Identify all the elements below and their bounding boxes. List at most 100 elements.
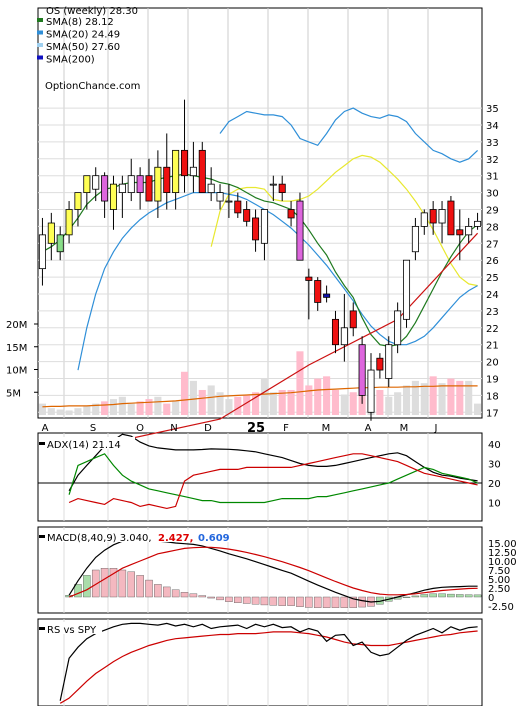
volume-bar bbox=[260, 378, 268, 415]
candle bbox=[269, 175, 277, 202]
candle bbox=[376, 353, 384, 379]
macd-histogram-bar bbox=[216, 596, 224, 601]
volume-bar bbox=[92, 403, 100, 415]
candle bbox=[429, 201, 437, 235]
rs-title-bg bbox=[40, 622, 102, 634]
macd-title-signal: 2.427, bbox=[158, 533, 193, 544]
adx-title: ADX(14) 21.14 bbox=[47, 440, 121, 451]
candle-body bbox=[38, 234, 46, 270]
price-tick-label-23: 23 bbox=[486, 307, 499, 318]
macd-histogram-bar bbox=[171, 589, 180, 598]
price-tick-label-17: 17 bbox=[486, 408, 499, 419]
macd-histogram-bar bbox=[207, 596, 215, 599]
macd-histogram-bar bbox=[402, 596, 411, 599]
macd-histogram-bar bbox=[313, 596, 322, 609]
candle-body bbox=[243, 209, 251, 222]
legend-swatch-3 bbox=[37, 55, 43, 60]
macd-histogram-bar bbox=[136, 575, 144, 598]
candle-body bbox=[269, 183, 277, 186]
adx-swatch bbox=[39, 442, 45, 445]
adx-series-1 bbox=[68, 453, 478, 504]
candle bbox=[65, 201, 73, 244]
macd-histogram-bar bbox=[145, 579, 153, 598]
macd-histogram-bar bbox=[91, 569, 100, 598]
candle-body bbox=[403, 259, 411, 320]
macd-tick-label-5: 10.00 bbox=[488, 557, 517, 568]
candle bbox=[367, 353, 375, 421]
candle bbox=[74, 192, 82, 227]
candle-body bbox=[56, 234, 64, 253]
macd-tick-label-1: 0 bbox=[488, 593, 494, 604]
candle bbox=[38, 217, 46, 286]
candle bbox=[394, 302, 402, 354]
x-tick-label-4: D bbox=[204, 423, 212, 434]
candle-body bbox=[65, 209, 73, 236]
volume-bar bbox=[198, 389, 206, 415]
volume-bar bbox=[225, 399, 233, 415]
price-tick-label-19: 19 bbox=[486, 375, 499, 386]
price-tick-label-32: 32 bbox=[486, 155, 499, 166]
candle bbox=[47, 212, 55, 261]
adx-tick-label-20: 20 bbox=[488, 479, 501, 490]
volume-bar bbox=[234, 396, 242, 415]
price-tick-label-28: 28 bbox=[486, 222, 499, 233]
candle-body bbox=[278, 183, 286, 193]
volume-bar bbox=[411, 380, 419, 415]
candle bbox=[331, 310, 339, 354]
rs-average-line bbox=[59, 630, 478, 704]
candle bbox=[92, 167, 100, 202]
volume-bar bbox=[269, 392, 277, 415]
macd-tick-label-4: 7.50 bbox=[488, 566, 510, 577]
adx-tick-label-40: 40 bbox=[488, 440, 501, 451]
macd-histogram-bar bbox=[127, 571, 135, 598]
adx-series-0 bbox=[68, 433, 478, 492]
rs-title: RS vs SPY bbox=[47, 625, 97, 636]
candle-body bbox=[252, 217, 260, 241]
candle-body bbox=[385, 344, 393, 379]
price-tick-label-29: 29 bbox=[486, 206, 499, 217]
candle-body bbox=[225, 200, 233, 203]
chart-title: OS (weekly) 28.30 bbox=[46, 6, 138, 17]
candle-body bbox=[305, 276, 313, 281]
volume-bar bbox=[65, 410, 73, 415]
volume-bar bbox=[465, 380, 473, 415]
macd-histogram-bar bbox=[349, 596, 357, 609]
volume-bar bbox=[216, 392, 224, 415]
candle-body bbox=[92, 175, 100, 190]
candle-body bbox=[207, 183, 215, 193]
candle bbox=[358, 336, 366, 404]
volume-bar bbox=[474, 403, 482, 415]
macd-title: MACD(8,40,9) 3.040, bbox=[47, 533, 152, 544]
macd-tick-label-2: 2.50 bbox=[488, 584, 510, 595]
candle-body bbox=[136, 175, 144, 193]
macd-histogram-bar bbox=[83, 575, 91, 598]
candle bbox=[83, 175, 91, 210]
macd-histogram-bar bbox=[429, 593, 437, 598]
panel-frame-1 bbox=[37, 7, 483, 419]
volume-bar bbox=[243, 394, 251, 415]
candle bbox=[403, 259, 411, 328]
candle bbox=[136, 167, 144, 210]
volume-bar bbox=[394, 392, 402, 415]
candle bbox=[163, 133, 171, 210]
volume-tick-label-15: 15M bbox=[6, 343, 27, 354]
candle-body bbox=[145, 175, 153, 202]
x-tick-label-7: M bbox=[322, 423, 331, 434]
price-tick-label-20: 20 bbox=[486, 358, 499, 369]
volume-bar bbox=[420, 383, 428, 415]
volume-bar bbox=[305, 385, 313, 415]
macd-histogram-bar bbox=[464, 594, 473, 598]
price-tick-label-18: 18 bbox=[486, 391, 499, 402]
candle-body bbox=[234, 200, 242, 214]
macd-histogram-bar bbox=[180, 592, 189, 598]
sma-line-upper bbox=[219, 107, 479, 163]
candle-body bbox=[465, 225, 473, 236]
candle bbox=[278, 175, 286, 202]
price-tick-label-31: 31 bbox=[486, 172, 499, 183]
macd-histogram-bar bbox=[225, 596, 233, 602]
volume-tick-label-20: 20M bbox=[6, 320, 27, 331]
candle-body bbox=[109, 183, 117, 210]
x-tick-label-3: N bbox=[170, 423, 177, 434]
candle bbox=[145, 158, 153, 202]
price-tick-label-34: 34 bbox=[486, 121, 499, 132]
